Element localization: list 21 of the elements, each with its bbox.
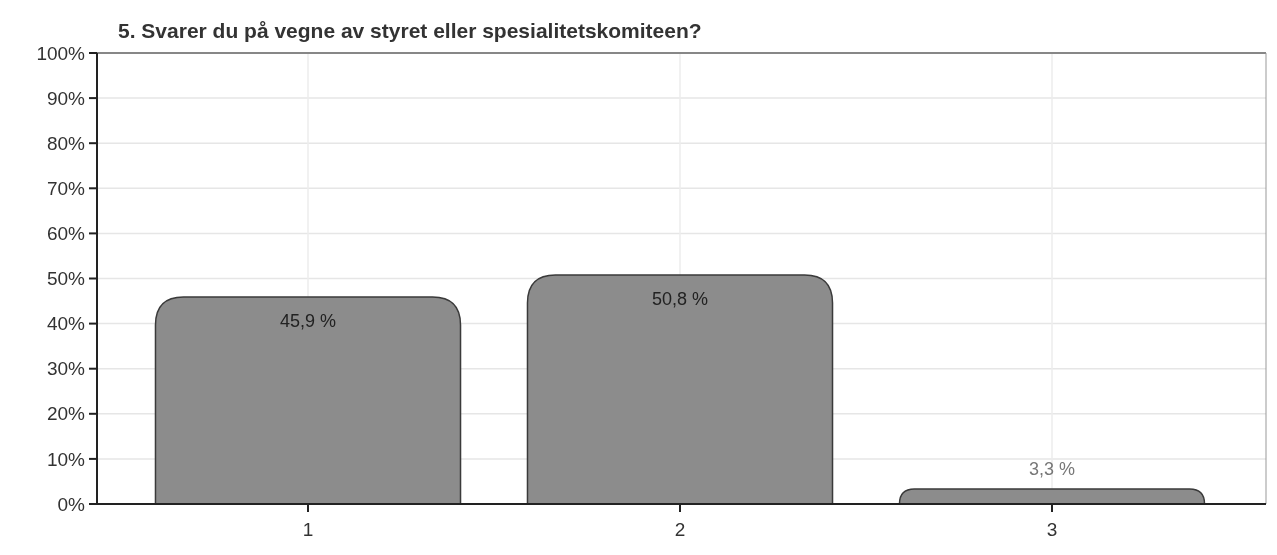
bar [526,274,834,505]
data-label: 3,3 % [1028,459,1076,480]
bar [154,296,462,505]
x-tick-label: 1 [302,519,314,540]
y-tick-label: 0% [57,493,86,515]
y-tick-label: 30% [46,358,86,380]
y-tick-label: 50% [46,268,86,290]
y-tick-label: 20% [46,403,86,425]
y-tick-label: 70% [46,177,86,199]
data-label: 50,8 % [651,288,709,309]
data-label: 45,9 % [279,310,337,331]
y-tick-label: 10% [46,448,86,470]
y-tick-label: 90% [46,87,86,109]
x-tick-label: 3 [1046,519,1058,540]
y-tick-label: 100% [36,42,86,64]
x-tick-label: 2 [674,519,686,540]
bar [898,488,1206,505]
chart-title: 5. Svarer du på vegne av styret eller spesialitetskomiteen? [118,19,702,42]
y-tick-label: 40% [46,313,86,335]
y-tick-label: 80% [46,132,86,154]
y-tick-label: 60% [46,223,86,245]
